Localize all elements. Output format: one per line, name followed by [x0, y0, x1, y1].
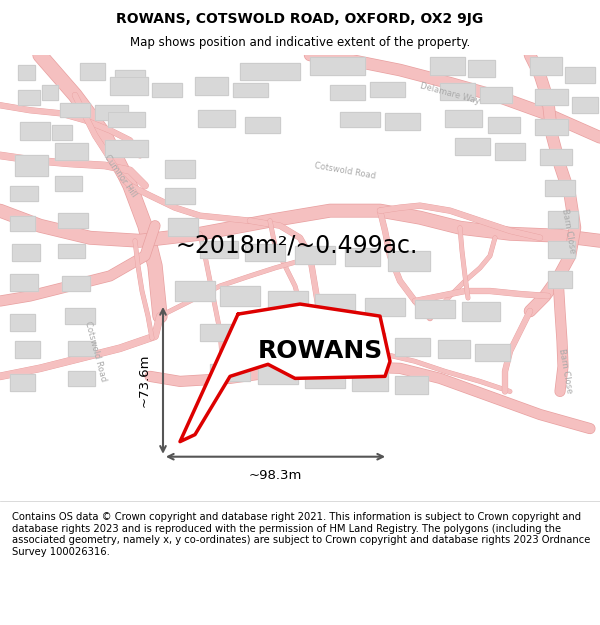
- Polygon shape: [305, 371, 345, 388]
- Polygon shape: [115, 70, 145, 87]
- Polygon shape: [445, 110, 482, 128]
- Polygon shape: [152, 83, 182, 97]
- Polygon shape: [200, 324, 240, 341]
- Polygon shape: [165, 188, 195, 204]
- Polygon shape: [268, 291, 308, 308]
- Polygon shape: [65, 308, 95, 324]
- Polygon shape: [495, 143, 525, 161]
- Polygon shape: [480, 87, 512, 103]
- Polygon shape: [10, 216, 35, 231]
- Polygon shape: [18, 65, 35, 80]
- Polygon shape: [330, 85, 365, 100]
- Polygon shape: [108, 112, 145, 128]
- Polygon shape: [12, 244, 40, 261]
- Polygon shape: [80, 63, 105, 80]
- Polygon shape: [15, 341, 40, 358]
- Polygon shape: [565, 67, 595, 83]
- Polygon shape: [42, 85, 58, 100]
- Polygon shape: [258, 366, 298, 384]
- Polygon shape: [352, 373, 388, 391]
- Polygon shape: [55, 143, 88, 161]
- Text: Contains OS data © Crown copyright and database right 2021. This information is : Contains OS data © Crown copyright and d…: [12, 512, 590, 557]
- Polygon shape: [168, 217, 198, 236]
- Polygon shape: [548, 241, 575, 258]
- Polygon shape: [220, 286, 260, 306]
- Polygon shape: [20, 122, 50, 141]
- Polygon shape: [165, 161, 195, 177]
- Polygon shape: [10, 374, 35, 391]
- Polygon shape: [175, 281, 215, 301]
- Polygon shape: [110, 77, 148, 95]
- Polygon shape: [60, 103, 90, 118]
- Polygon shape: [18, 90, 40, 105]
- Polygon shape: [370, 82, 405, 97]
- Polygon shape: [248, 326, 288, 344]
- Text: ~98.3m: ~98.3m: [249, 469, 302, 482]
- Polygon shape: [245, 244, 285, 261]
- Polygon shape: [440, 83, 475, 100]
- Polygon shape: [245, 118, 280, 133]
- Polygon shape: [52, 125, 72, 141]
- Polygon shape: [58, 213, 88, 228]
- Polygon shape: [15, 156, 48, 176]
- Polygon shape: [310, 57, 365, 75]
- Polygon shape: [295, 330, 335, 348]
- Polygon shape: [68, 341, 95, 356]
- Text: Cotswold Road: Cotswold Road: [314, 161, 376, 181]
- Polygon shape: [430, 57, 465, 75]
- Text: ~73.6m: ~73.6m: [138, 354, 151, 407]
- Polygon shape: [548, 211, 578, 227]
- Polygon shape: [345, 333, 385, 351]
- Polygon shape: [195, 77, 228, 95]
- Polygon shape: [488, 118, 520, 133]
- Polygon shape: [468, 60, 495, 77]
- Polygon shape: [395, 376, 428, 394]
- Polygon shape: [55, 176, 82, 191]
- Polygon shape: [10, 314, 35, 331]
- Polygon shape: [548, 271, 572, 288]
- Polygon shape: [388, 251, 430, 271]
- Polygon shape: [415, 300, 455, 318]
- Polygon shape: [462, 302, 500, 321]
- Text: ROWANS, COTSWOLD ROAD, OXFORD, OX2 9JG: ROWANS, COTSWOLD ROAD, OXFORD, OX2 9JG: [116, 12, 484, 26]
- Polygon shape: [198, 110, 235, 128]
- Polygon shape: [365, 298, 405, 316]
- Polygon shape: [68, 371, 95, 386]
- Polygon shape: [58, 244, 85, 258]
- Polygon shape: [475, 344, 510, 361]
- Polygon shape: [455, 138, 490, 156]
- Polygon shape: [395, 338, 430, 356]
- Polygon shape: [315, 294, 355, 311]
- Polygon shape: [233, 83, 268, 97]
- Polygon shape: [535, 89, 568, 105]
- Text: Barn Close: Barn Close: [560, 208, 577, 254]
- Text: Delamare Way: Delamare Way: [419, 81, 481, 106]
- Polygon shape: [345, 248, 380, 266]
- Polygon shape: [530, 57, 562, 75]
- Polygon shape: [180, 304, 390, 442]
- Polygon shape: [105, 141, 148, 158]
- Text: ROWANS: ROWANS: [257, 339, 383, 363]
- Polygon shape: [295, 246, 335, 264]
- Polygon shape: [95, 105, 128, 120]
- Polygon shape: [545, 179, 575, 196]
- Text: Barn Close: Barn Close: [557, 348, 574, 394]
- Polygon shape: [572, 97, 598, 113]
- Polygon shape: [540, 149, 572, 166]
- Text: ~2018m²/~0.499ac.: ~2018m²/~0.499ac.: [175, 234, 418, 258]
- Polygon shape: [385, 113, 420, 131]
- Polygon shape: [340, 112, 380, 128]
- Polygon shape: [240, 63, 300, 80]
- Polygon shape: [438, 340, 470, 358]
- Polygon shape: [10, 186, 38, 201]
- Polygon shape: [62, 276, 90, 291]
- Polygon shape: [10, 274, 38, 291]
- Text: Map shows position and indicative extent of the property.: Map shows position and indicative extent…: [130, 36, 470, 49]
- Polygon shape: [210, 364, 250, 381]
- Polygon shape: [200, 241, 238, 258]
- Text: Cumnor Hill: Cumnor Hill: [102, 152, 138, 198]
- Text: Cotswold Road: Cotswold Road: [83, 320, 107, 382]
- Polygon shape: [535, 119, 568, 136]
